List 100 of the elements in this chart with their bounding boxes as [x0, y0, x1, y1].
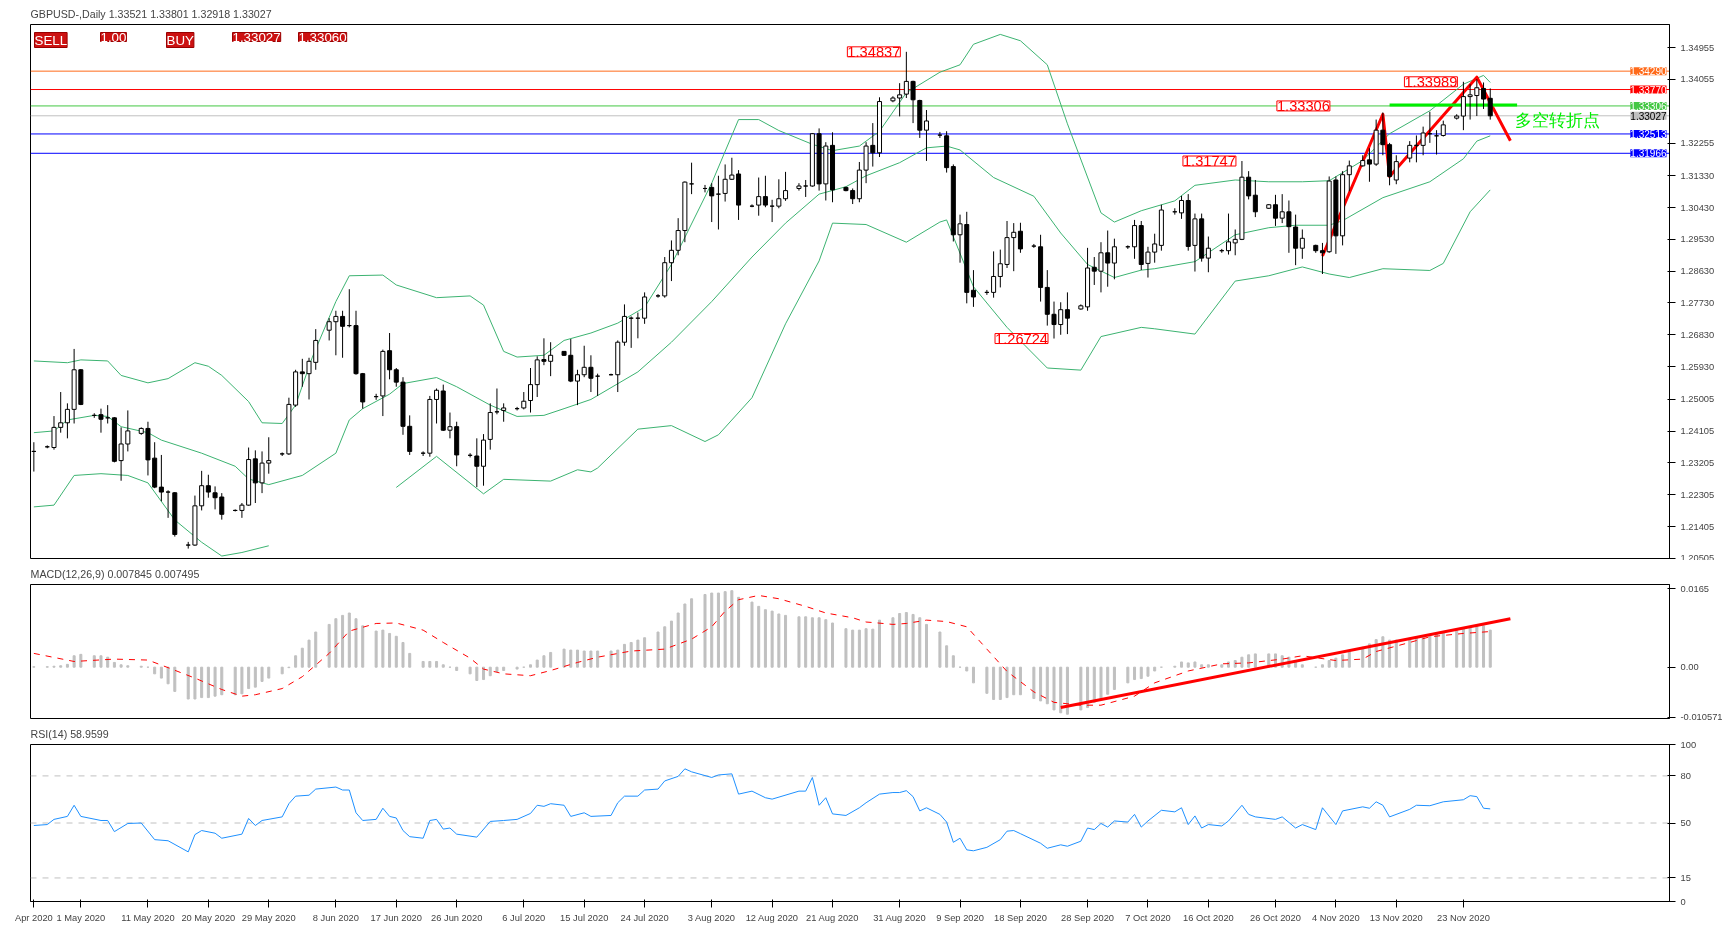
bar — [804, 616, 808, 668]
bar — [810, 617, 814, 668]
bar — [1059, 666, 1063, 714]
candlestick — [1064, 291, 1070, 335]
y-tick-label: -0.010571 — [1680, 712, 1723, 723]
bar — [1139, 666, 1143, 680]
bar — [985, 666, 989, 694]
y-tick-label: 1.34055 — [1680, 74, 1715, 85]
bar — [763, 609, 767, 668]
bar — [824, 619, 828, 668]
candlestick — [199, 470, 205, 511]
candlestick — [574, 369, 580, 406]
bar — [374, 630, 378, 668]
bar — [730, 590, 734, 668]
candlestick — [125, 409, 131, 452]
bar — [1032, 666, 1036, 700]
candlestick — [970, 269, 976, 308]
bar — [582, 650, 586, 668]
bar — [1039, 666, 1043, 702]
bar — [757, 605, 761, 668]
bar — [723, 591, 727, 668]
ref-line-label: 1.32513 — [1630, 128, 1667, 140]
candlestick — [1319, 242, 1325, 275]
bar — [1381, 636, 1385, 668]
bar — [898, 612, 902, 668]
bar — [455, 666, 459, 672]
candlestick — [1252, 179, 1258, 218]
line-series — [33, 33, 1491, 424]
bar — [435, 660, 439, 668]
x-tick-label: 9 Sep 2020 — [936, 912, 984, 923]
candlestick — [1272, 194, 1278, 227]
bar — [690, 598, 694, 668]
x-tick-label: 20 May 2020 — [181, 912, 236, 923]
bar — [1482, 625, 1486, 668]
bar — [1153, 666, 1157, 672]
candlestick — [689, 162, 695, 195]
y-tick-label: 1.30430 — [1680, 202, 1715, 213]
y-tick-label: 1.24105 — [1680, 426, 1715, 437]
x-tick-label: 13 Nov 2020 — [1369, 912, 1423, 923]
bar — [797, 616, 801, 668]
bar — [636, 639, 640, 668]
x-tick-label: 7 Oct 2020 — [1125, 912, 1171, 923]
bar — [535, 659, 539, 668]
bar — [663, 626, 667, 668]
y-tick-label: 0.00 — [1680, 662, 1699, 673]
bar — [703, 593, 707, 668]
x-tick-label: 17 Jun 2020 — [370, 912, 422, 923]
ref-line-label: 1.31966 — [1630, 148, 1667, 160]
bar — [965, 666, 969, 672]
bar — [1408, 637, 1412, 668]
bar — [1086, 666, 1090, 709]
bar — [616, 649, 620, 668]
y-tick-label: 1.32255 — [1680, 138, 1715, 149]
bar — [622, 643, 626, 668]
candlestick — [1031, 243, 1037, 249]
x-tick-label: 24 Jul 2020 — [620, 912, 669, 923]
bar — [891, 617, 895, 668]
bar — [1079, 666, 1083, 711]
candlestick — [158, 454, 164, 502]
y-tick-label: 1.29530 — [1680, 234, 1715, 245]
bar — [186, 666, 190, 700]
bar — [569, 649, 573, 668]
bar — [878, 619, 882, 668]
bar — [421, 660, 425, 668]
bar — [1300, 664, 1304, 668]
bar — [381, 629, 385, 668]
bar — [1341, 654, 1345, 668]
bar — [341, 614, 345, 668]
candlestick — [266, 436, 272, 475]
ref-line-label: 1.33770 — [1630, 84, 1667, 96]
candlestick — [1299, 228, 1305, 260]
bar — [596, 650, 600, 668]
x-tick-label: 26 Oct 2020 — [1250, 912, 1301, 923]
bar — [247, 666, 251, 690]
candlestick — [1111, 238, 1117, 280]
bar — [253, 666, 257, 688]
x-tick-label: 23 Nov 2020 — [1436, 912, 1490, 923]
bar — [1461, 627, 1465, 668]
bar — [784, 614, 788, 668]
bar — [529, 664, 533, 668]
bar — [92, 655, 96, 668]
bar — [1334, 657, 1338, 668]
bar — [213, 666, 217, 697]
bar — [475, 666, 479, 681]
bar — [1475, 625, 1479, 668]
x-tick-label: 8 Jun 2020 — [312, 912, 359, 923]
y-tick-label: 1.22305 — [1680, 489, 1715, 500]
bar — [851, 629, 855, 668]
bar — [817, 617, 821, 668]
bar — [401, 641, 405, 668]
bar — [267, 666, 271, 679]
chart-title: MACD(12,26,9) 0.007845 0.007495 — [30, 567, 200, 580]
bar — [112, 661, 116, 668]
y-tick-label: 1.25930 — [1680, 361, 1715, 372]
bar — [1146, 666, 1150, 677]
x-tick-label: 3 Aug 2020 — [687, 912, 736, 923]
ref-line-label: 1.33027 — [1630, 110, 1667, 122]
bar — [334, 618, 338, 668]
bar — [1180, 661, 1184, 668]
x-tick-label: 21 Aug 2020 — [806, 912, 859, 923]
